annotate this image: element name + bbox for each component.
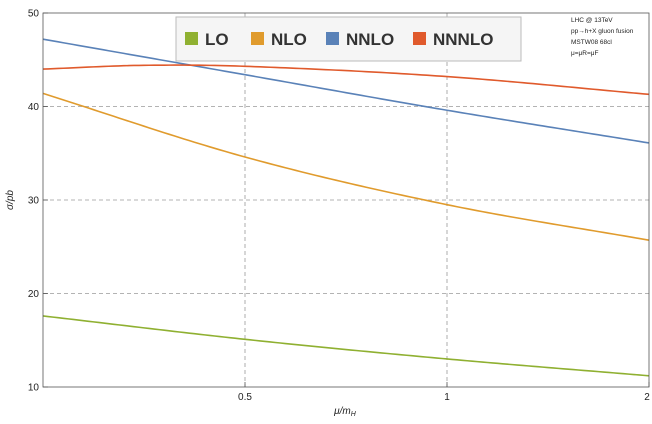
y-axis-label: σ/pb (5, 190, 16, 210)
legend-item-nnlo: NNLO (326, 30, 394, 49)
legend-label: NNNLO (433, 30, 493, 49)
series-line-nlo (42, 92, 650, 241)
axis-ticks: 0.5 1 2 10 20 30 40 50 (28, 9, 650, 404)
annotation-block: LHC @ 13TeV pp→h+X gluon fusion MSTW08 68c… (571, 17, 634, 57)
y-tick-label: 10 (28, 383, 40, 394)
legend-item-lo: LO (185, 30, 229, 49)
legend-items: LO NLO NNLO NNNLO (185, 30, 493, 49)
annotation-line: LHC @ 13TeV (571, 17, 613, 24)
y-tick-label: 50 (28, 9, 40, 20)
annotation-line: μ=μR=μF (571, 50, 599, 57)
x-tick-label: 0.5 (238, 392, 252, 403)
legend-label: NLO (271, 30, 307, 49)
legend-label: NNLO (346, 30, 394, 49)
series-line-nnnlo (42, 64, 650, 96)
legend-swatch (413, 32, 426, 45)
y-tick-label: 20 (28, 289, 40, 300)
x-tick-label: 2 (644, 392, 650, 403)
series-layer (42, 38, 650, 377)
x-tick-label: 1 (444, 392, 450, 403)
legend: LO NLO NNLO NNNLO (175, 16, 522, 62)
y-tick-label: 30 (28, 196, 40, 207)
legend-swatch (326, 32, 339, 45)
legend-box (175, 16, 522, 62)
legend-item-nnnlo: NNNLO (413, 30, 493, 49)
grid (43, 13, 649, 387)
annotation-line: MSTW08 68cl (571, 39, 612, 46)
legend-swatch (251, 32, 264, 45)
legend-swatch (185, 32, 198, 45)
x-axis-label: μ/mH (333, 406, 357, 418)
annotation-line: pp→h+X gluon fusion (571, 28, 634, 35)
series-line-nnlo (42, 38, 650, 144)
series-line-lo (42, 315, 650, 377)
legend-label: LO (205, 30, 229, 49)
y-tick-label: 40 (28, 102, 40, 113)
legend-item-nlo: NLO (251, 30, 307, 49)
